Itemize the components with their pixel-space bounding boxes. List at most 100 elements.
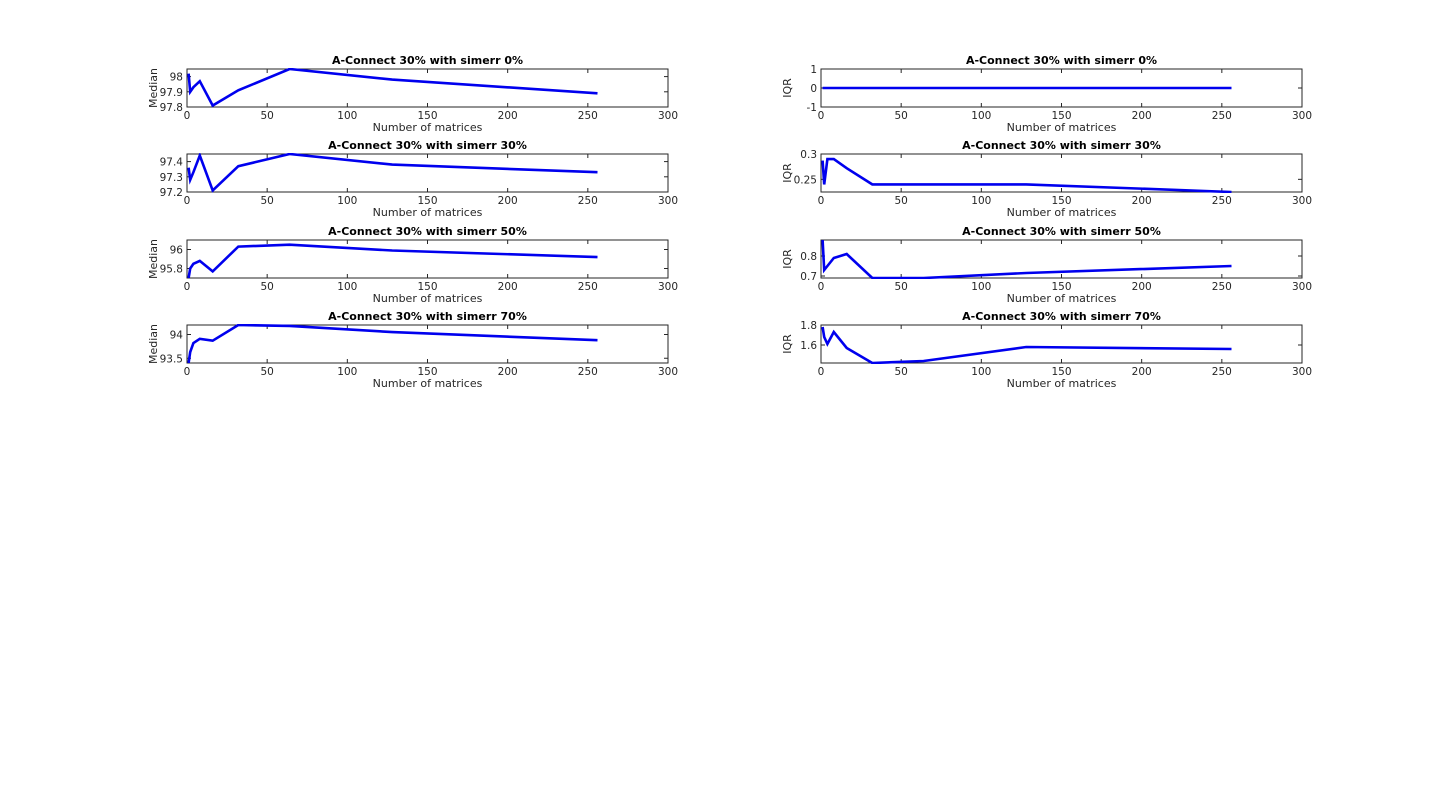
- y-axis-label: IQR: [781, 249, 794, 269]
- x-tick-label: 300: [658, 195, 678, 207]
- y-tick-label: 95.8: [160, 264, 183, 276]
- x-tick-label: 0: [818, 281, 825, 293]
- x-tick-label: 150: [1051, 195, 1071, 207]
- subplot-3: 0 50 100 150 200 250 300 97.2 97.3 97.4 A-Connect …: [160, 139, 678, 219]
- x-tick-label: 150: [417, 366, 437, 378]
- x-tick-label: 0: [818, 366, 825, 378]
- x-axis-label: Number of matrices: [373, 292, 483, 305]
- series-line: [187, 243, 598, 279]
- series-line: [187, 324, 598, 364]
- x-tick-label: 100: [971, 281, 991, 293]
- y-tick-label: 0: [810, 83, 817, 95]
- x-tick-label: 300: [658, 110, 678, 122]
- x-tick-label: 250: [578, 281, 598, 293]
- axes-box: [186, 324, 669, 364]
- x-tick-label: 100: [337, 195, 357, 207]
- y-axis-label: Median: [147, 239, 160, 279]
- subplot-7: 0 50 100 150 200 250 300 93.5 94 A-Connect 30% wi…: [147, 310, 678, 390]
- x-tick-label: 0: [818, 195, 825, 207]
- subplot-5: 0 50 100 150 200 250 300 95.8 96 A-Connect 30% wi…: [147, 225, 678, 305]
- x-tick-label: 50: [260, 110, 273, 122]
- subplot-8: 0 50 100 150 200 250 300 1.6 1.8 A-Connect 30% wi…: [781, 310, 1312, 390]
- x-tick-label: 50: [894, 366, 907, 378]
- x-tick-label: 150: [417, 195, 437, 207]
- x-tick-label: 150: [1051, 281, 1071, 293]
- x-tick-label: 150: [1051, 110, 1071, 122]
- x-tick-label: 100: [971, 366, 991, 378]
- y-tick-label: 0.8: [800, 251, 817, 263]
- x-tick-label: 50: [260, 281, 273, 293]
- subplot-title: A-Connect 30% with simerr 0%: [966, 54, 1157, 67]
- y-tick-label: 1: [810, 64, 817, 76]
- subplot-title: A-Connect 30% with simerr 70%: [328, 310, 527, 323]
- y-tick-label: 93.5: [160, 353, 183, 365]
- x-axis-label: Number of matrices: [373, 377, 483, 390]
- y-tick-label: 1.6: [800, 340, 817, 352]
- x-tick-label: 100: [337, 110, 357, 122]
- x-tick-label: 100: [337, 366, 357, 378]
- x-axis-label: Number of matrices: [373, 121, 483, 134]
- x-tick-label: 150: [417, 281, 437, 293]
- x-tick-label: 250: [1212, 195, 1232, 207]
- y-tick-label: 97.8: [160, 102, 183, 114]
- x-tick-label: 300: [658, 281, 678, 293]
- y-tick-label: 94: [170, 330, 184, 342]
- x-tick-label: 100: [337, 281, 357, 293]
- subplot-title: A-Connect 30% with simerr 30%: [962, 139, 1161, 152]
- y-tick-label: 96: [170, 245, 184, 257]
- y-tick-label: 1.8: [800, 320, 817, 332]
- subplot-6: 0 50 100 150 200 250 300 0.7 0.8 A-Connect 30% wi…: [781, 225, 1312, 305]
- subplot-title: A-Connect 30% with simerr 30%: [328, 139, 527, 152]
- y-axis-label: IQR: [781, 334, 794, 354]
- y-tick-label: 0.7: [800, 271, 817, 283]
- subplot-title: A-Connect 30% with simerr 70%: [962, 310, 1161, 323]
- y-tick-label: 97.4: [160, 157, 184, 169]
- axes-box: [820, 324, 1303, 364]
- x-axis-label: Number of matrices: [1007, 292, 1117, 305]
- x-tick-label: 0: [184, 195, 191, 207]
- y-tick-label: 97.3: [160, 172, 183, 184]
- series-line: [187, 153, 598, 193]
- x-tick-label: 300: [1292, 195, 1312, 207]
- y-tick-label: 98: [170, 72, 183, 84]
- x-tick-label: 100: [971, 195, 991, 207]
- x-tick-label: 200: [1132, 366, 1152, 378]
- subplot-title: A-Connect 30% with simerr 50%: [962, 225, 1161, 238]
- x-tick-label: 300: [658, 366, 678, 378]
- x-tick-label: 200: [498, 366, 518, 378]
- x-tick-label: 50: [894, 281, 907, 293]
- x-axis-label: Number of matrices: [1007, 206, 1117, 219]
- x-tick-label: 300: [1292, 366, 1312, 378]
- x-tick-label: 0: [184, 110, 191, 122]
- x-tick-label: 200: [1132, 110, 1152, 122]
- x-tick-label: 0: [184, 281, 191, 293]
- x-tick-label: 250: [1212, 366, 1232, 378]
- x-axis-label: Number of matrices: [1007, 121, 1117, 134]
- y-axis-label: IQR: [781, 78, 794, 98]
- y-tick-label: 0.25: [794, 174, 817, 186]
- y-tick-label: -1: [807, 102, 817, 114]
- x-tick-label: 200: [498, 195, 518, 207]
- series-line: [821, 239, 1232, 279]
- series-line: [187, 68, 598, 108]
- x-tick-label: 250: [1212, 110, 1232, 122]
- axes-box: [186, 68, 669, 108]
- subplot-title: A-Connect 30% with simerr 50%: [328, 225, 527, 238]
- y-axis-label: Median: [147, 324, 160, 364]
- x-tick-label: 300: [1292, 110, 1312, 122]
- subplot-1: 0 50 100 150 200 250 300 97.8 97.9 98 A-Connect 30…: [147, 54, 678, 134]
- series-line: [821, 326, 1232, 364]
- x-tick-label: 300: [1292, 281, 1312, 293]
- subplot-4: 0 50 100 150 200 250 300 0.25 0.3 A-Connect 30% w…: [781, 139, 1312, 219]
- y-tick-label: 97.2: [160, 187, 183, 199]
- x-tick-label: 150: [417, 110, 437, 122]
- x-tick-label: 250: [578, 110, 598, 122]
- subplot-title: A-Connect 30% with simerr 0%: [332, 54, 523, 67]
- x-tick-label: 50: [260, 195, 273, 207]
- y-axis-label: IQR: [781, 163, 794, 183]
- x-tick-label: 200: [1132, 195, 1152, 207]
- series-line: [821, 157, 1232, 193]
- x-tick-label: 0: [818, 110, 825, 122]
- y-tick-label: 0.3: [800, 149, 817, 161]
